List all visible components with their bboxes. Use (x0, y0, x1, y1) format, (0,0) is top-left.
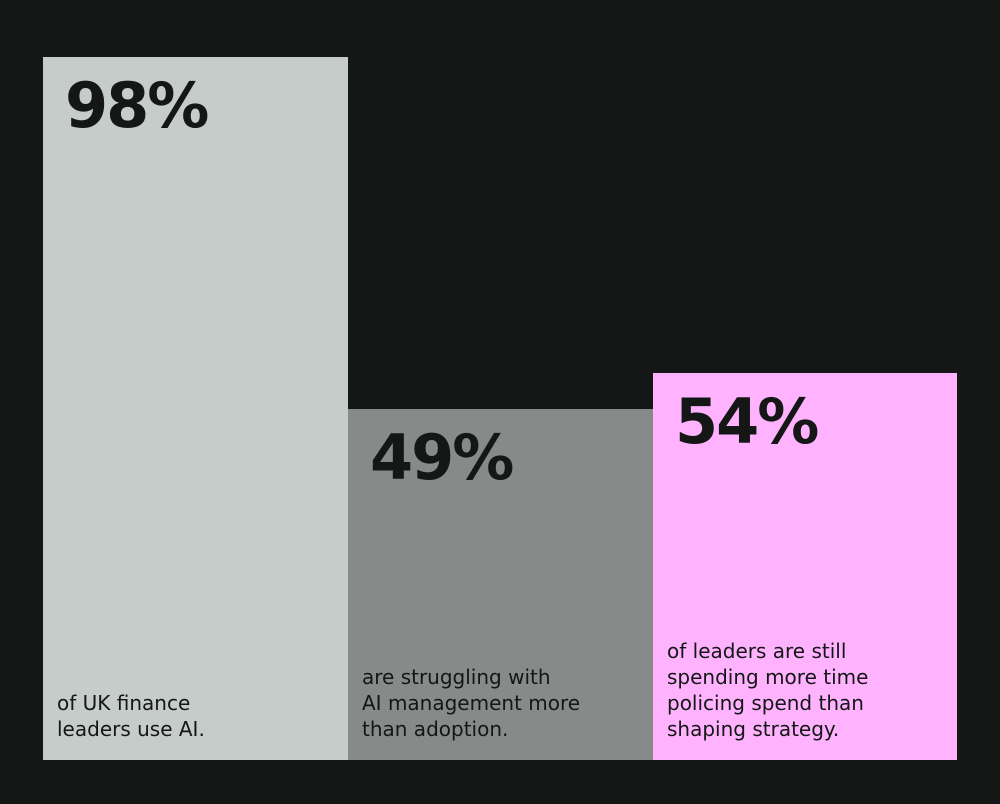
bar-caption: of leaders are still spending more time … (667, 638, 869, 741)
bar-value-label: 49% (370, 420, 514, 494)
bar-policing-spend: 54% of leaders are still spending more t… (653, 372, 957, 760)
bar-caption: of UK finance leaders use AI. (57, 691, 205, 741)
bar-value-label: 98% (65, 69, 209, 142)
bar-value-label: 54% (675, 384, 819, 458)
bar-uk-finance-leaders-use-ai: 98% of UK finance leaders use AI. (43, 57, 348, 760)
bar-caption: are struggling with AI management more t… (362, 664, 581, 741)
bar-struggling-with-ai-management: 49% are struggling with AI management mo… (348, 408, 653, 760)
